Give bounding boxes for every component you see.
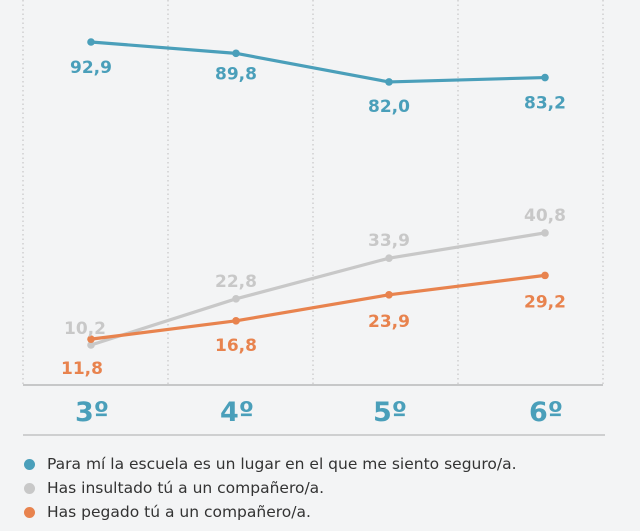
data-label-insulted-0: 10,2 [64, 319, 106, 339]
category-label-3: 6º [529, 397, 563, 428]
legend-item-insulted: Has insultado tú a un compañero/a. [24, 476, 517, 500]
data-label-safe-0: 92,9 [70, 58, 112, 78]
series-line-safe [90, 40, 546, 84]
point-insulted-3 [541, 229, 549, 237]
data-label-hit-2: 23,9 [368, 312, 410, 332]
data-label-insulted-1: 22,8 [215, 272, 257, 292]
legend: Para mí la escuela es un lugar en el que… [24, 452, 517, 524]
point-safe-0 [87, 38, 95, 46]
legend-label-safe: Para mí la escuela es un lugar en el que… [47, 455, 517, 473]
data-labels: 10,2 22,8 33,9 40,8 11,8 16,8 23,9 29,2 92,9 89,8… [61, 58, 566, 379]
data-label-insulted-2: 33,9 [368, 231, 410, 251]
category-label-0: 3º [75, 397, 109, 428]
data-label-safe-1: 89,8 [215, 64, 257, 84]
legend-item-safe: Para mí la escuela es un lugar en el que… [24, 452, 517, 476]
legend-label-insulted: Has insultado tú a un compañero/a. [47, 479, 325, 497]
data-label-safe-2: 82,0 [368, 97, 410, 117]
data-label-hit-3: 29,2 [524, 292, 566, 312]
category-label-1: 4º [220, 397, 254, 428]
axes [23, 384, 605, 436]
series-line-insulted [90, 231, 546, 347]
point-safe-1 [232, 49, 240, 58]
point-safe-2 [385, 78, 393, 86]
data-label-hit-1: 16,8 [215, 336, 257, 356]
legend-marker-insulted [24, 482, 35, 494]
data-label-safe-3: 83,2 [524, 94, 566, 114]
legend-label-hit: Has pegado tú a un compañero/a. [47, 503, 311, 521]
legend-item-hit: Has pegado tú a un compañero/a. [24, 500, 517, 524]
point-hit-1 [232, 317, 240, 325]
point-hit-3 [541, 271, 549, 280]
point-insulted-2 [385, 254, 393, 262]
series [87, 38, 549, 349]
category-labels: 3º 4º 5º 6º [75, 397, 563, 428]
point-insulted-1 [232, 295, 240, 303]
point-hit-2 [385, 291, 393, 299]
data-label-insulted-3: 40,8 [524, 206, 566, 226]
legend-marker-hit [24, 506, 35, 518]
point-insulted-0 [87, 341, 95, 349]
point-safe-3 [541, 73, 549, 82]
point-hit-0 [87, 335, 95, 343]
data-label-hit-0: 11,8 [61, 359, 103, 379]
category-label-2: 5º [373, 397, 407, 428]
legend-marker-safe [24, 458, 35, 470]
series-line-hit [90, 273, 546, 341]
chart-svg: 10,2 22,8 33,9 40,8 11,8 16,8 23,9 29,2 92,9 89,8… [22, 0, 605, 436]
